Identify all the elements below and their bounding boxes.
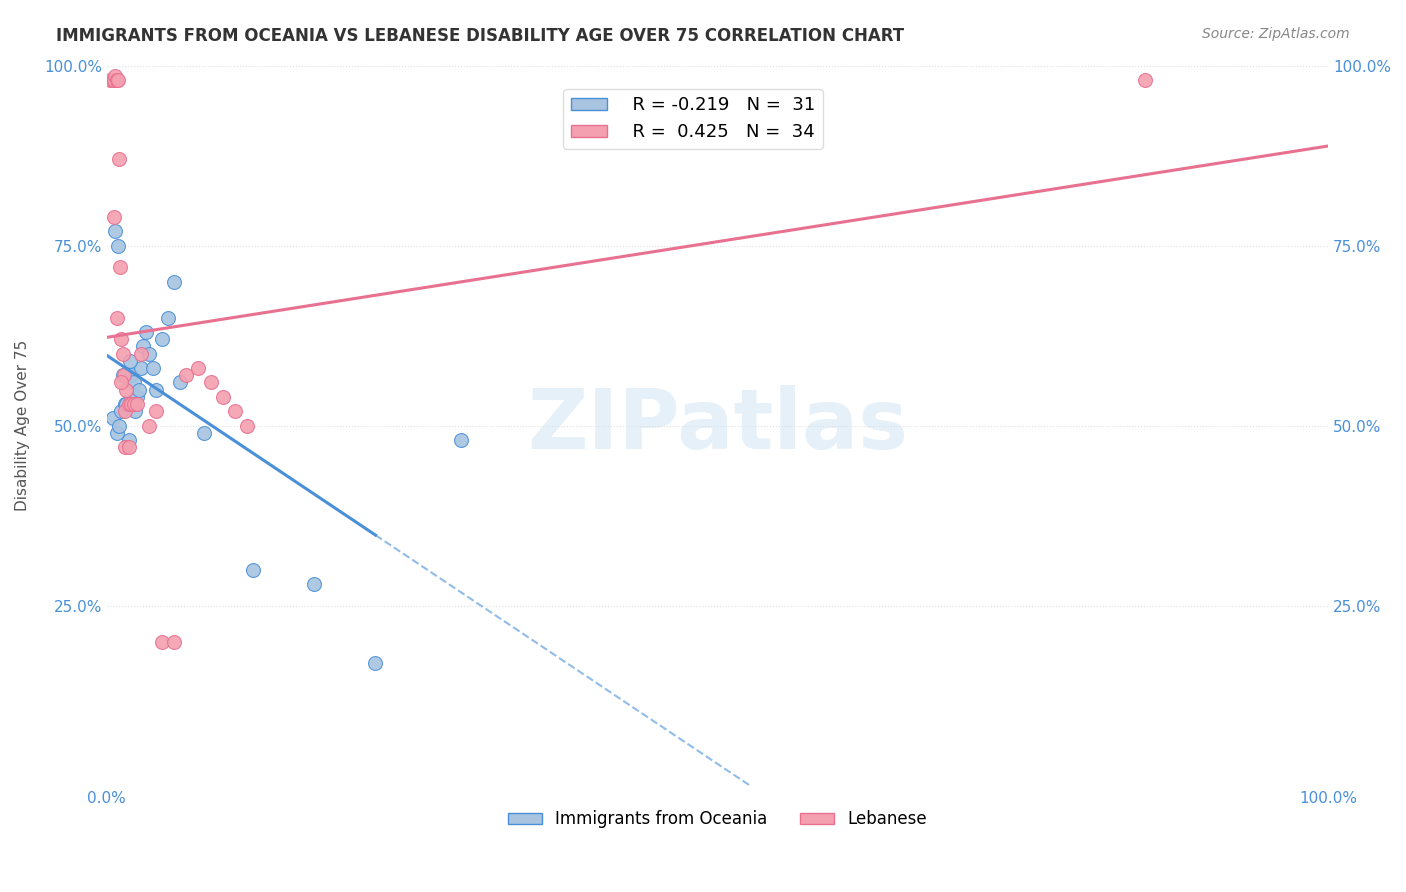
Point bbox=[138, 346, 160, 360]
Point bbox=[163, 634, 186, 648]
Point bbox=[127, 397, 149, 411]
Point bbox=[127, 390, 149, 404]
Point bbox=[174, 368, 197, 383]
Point bbox=[450, 433, 472, 447]
Point bbox=[129, 361, 152, 376]
Point bbox=[111, 368, 134, 383]
Point bbox=[114, 440, 136, 454]
Point bbox=[122, 397, 145, 411]
Point bbox=[108, 418, 131, 433]
Point bbox=[105, 425, 128, 440]
Point bbox=[114, 404, 136, 418]
Point bbox=[1133, 73, 1156, 87]
Point bbox=[104, 70, 127, 84]
Point bbox=[108, 153, 131, 167]
Point bbox=[145, 383, 167, 397]
Point bbox=[135, 325, 157, 339]
Point bbox=[118, 433, 141, 447]
Point bbox=[101, 73, 124, 87]
Point bbox=[107, 73, 129, 87]
Text: ZIPatlas: ZIPatlas bbox=[527, 385, 908, 467]
Point bbox=[304, 577, 326, 591]
Point bbox=[110, 376, 132, 390]
Point bbox=[112, 368, 135, 383]
Point bbox=[101, 411, 124, 425]
Text: IMMIGRANTS FROM OCEANIA VS LEBANESE DISABILITY AGE OVER 75 CORRELATION CHART: IMMIGRANTS FROM OCEANIA VS LEBANESE DISA… bbox=[56, 27, 904, 45]
Point bbox=[138, 418, 160, 433]
Point bbox=[169, 376, 191, 390]
Point bbox=[193, 425, 215, 440]
Point bbox=[236, 418, 259, 433]
Point bbox=[364, 657, 387, 671]
Point bbox=[129, 346, 152, 360]
Point bbox=[132, 339, 155, 353]
Point bbox=[111, 346, 134, 360]
Point bbox=[110, 332, 132, 346]
Point bbox=[103, 73, 125, 87]
Point bbox=[150, 332, 173, 346]
Point bbox=[118, 354, 141, 368]
Point bbox=[115, 383, 138, 397]
Point bbox=[122, 376, 145, 390]
Point bbox=[118, 397, 141, 411]
Point bbox=[145, 404, 167, 418]
Point bbox=[211, 390, 233, 404]
Point bbox=[105, 310, 128, 325]
Point bbox=[187, 361, 209, 376]
Point bbox=[100, 73, 122, 87]
Point bbox=[124, 404, 146, 418]
Point bbox=[156, 310, 179, 325]
Point bbox=[150, 634, 173, 648]
Point bbox=[103, 210, 125, 224]
Text: Source: ZipAtlas.com: Source: ZipAtlas.com bbox=[1202, 27, 1350, 41]
Y-axis label: Disability Age Over 75: Disability Age Over 75 bbox=[15, 340, 30, 511]
Point bbox=[120, 368, 142, 383]
Point bbox=[107, 238, 129, 252]
Point bbox=[142, 361, 165, 376]
Point bbox=[105, 73, 128, 87]
Point bbox=[108, 260, 131, 275]
Legend: Immigrants from Oceania, Lebanese: Immigrants from Oceania, Lebanese bbox=[502, 804, 934, 835]
Point bbox=[163, 275, 186, 289]
Point bbox=[114, 397, 136, 411]
Point bbox=[128, 383, 150, 397]
Point bbox=[200, 376, 222, 390]
Point bbox=[224, 404, 246, 418]
Point bbox=[242, 563, 264, 577]
Point bbox=[118, 440, 141, 454]
Point bbox=[104, 224, 127, 238]
Point bbox=[110, 404, 132, 418]
Point bbox=[115, 397, 138, 411]
Point bbox=[120, 397, 142, 411]
